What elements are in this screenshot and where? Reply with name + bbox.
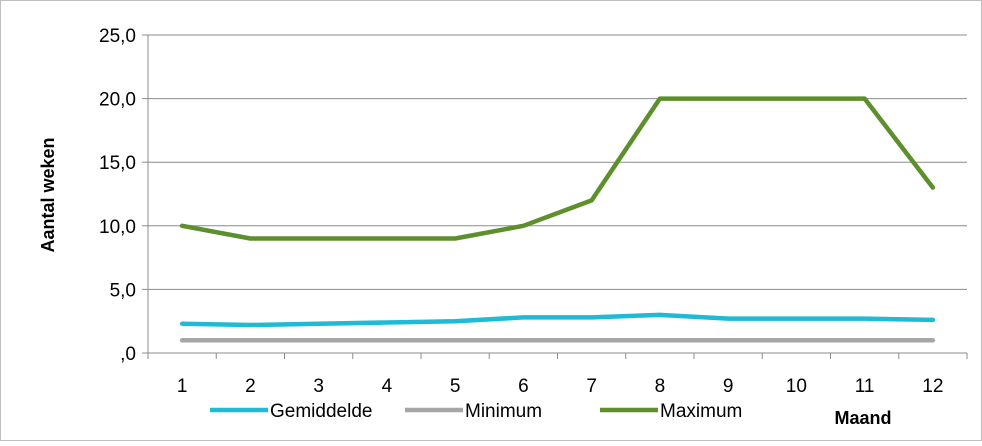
x-tick-label: 10 — [786, 376, 807, 397]
x-tick-label: 1 — [177, 376, 188, 397]
x-tick-label: 2 — [245, 376, 256, 397]
y-tick-label: 5,0 — [110, 280, 136, 301]
legend-label: Minimum — [465, 401, 542, 422]
x-tick-label: 12 — [922, 376, 943, 397]
series-line-maximum — [179, 96, 936, 241]
grid — [148, 34, 967, 290]
x-tick-labels: 1 2 3 4 5 6 7 8 9 10 11 12 — [177, 376, 944, 397]
legend-label: Maximum — [660, 401, 742, 422]
x-tick-label: 8 — [655, 376, 666, 397]
series-line-gemiddelde — [179, 312, 936, 328]
x-tick-label: 7 — [586, 376, 597, 397]
x-tick-label: 4 — [382, 376, 393, 397]
x-tick-label: 3 — [313, 376, 324, 397]
legend: Gemiddelde Minimum Maximum — [210, 401, 742, 422]
y-tick-label: 15,0 — [99, 153, 136, 174]
legend-item-maximum: Maximum — [600, 401, 742, 422]
x-tick-label: 5 — [450, 376, 461, 397]
x-tick-label: 6 — [518, 376, 529, 397]
y-tick-label: ,0 — [120, 344, 136, 365]
y-axis-label: Aantal weken — [38, 137, 58, 252]
y-tick-label: 10,0 — [99, 217, 136, 238]
y-tick-labels: ,0 5,0 10,0 15,0 20,0 25,0 — [99, 26, 136, 365]
x-tick-label: 9 — [723, 376, 734, 397]
legend-item-gemiddelde: Gemiddelde — [210, 401, 372, 422]
legend-item-minimum: Minimum — [405, 401, 542, 422]
series-lines — [179, 96, 936, 343]
x-axis-label: Maand — [834, 408, 891, 428]
x-tick-label: 11 — [855, 376, 875, 397]
y-tick-label: 25,0 — [99, 26, 136, 47]
axes — [142, 34, 968, 359]
y-tick-label: 20,0 — [99, 90, 136, 111]
legend-label: Gemiddelde — [270, 401, 372, 422]
